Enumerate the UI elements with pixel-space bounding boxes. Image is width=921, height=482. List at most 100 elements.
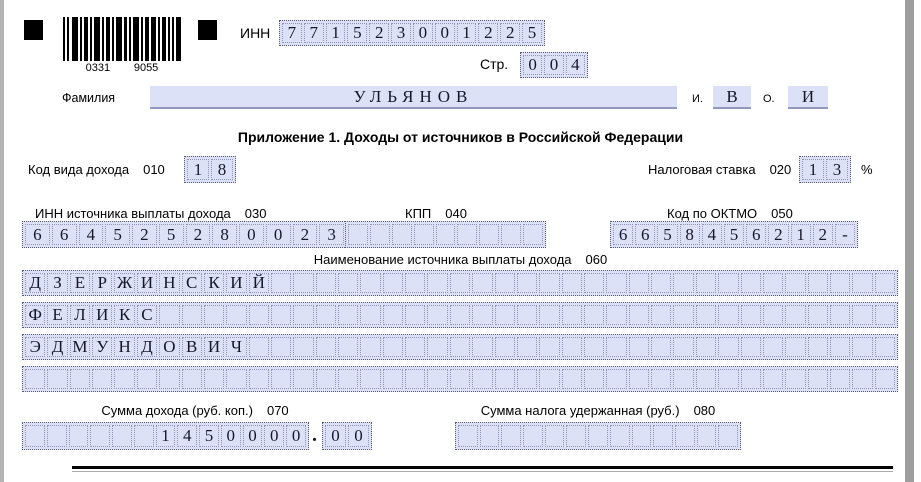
char-cell — [696, 425, 717, 447]
char-cell — [583, 273, 605, 293]
char-cell — [427, 305, 448, 325]
char-cell: 6 — [51, 224, 77, 245]
char-cell — [609, 425, 630, 447]
char-cell: 5 — [657, 224, 678, 245]
char-cell — [458, 425, 478, 447]
kpp-label: КПП 040 — [405, 206, 467, 221]
income-amount-code: 070 — [266, 403, 289, 418]
char-cell — [561, 273, 582, 293]
char-cell — [382, 273, 404, 293]
char-cell — [270, 273, 292, 293]
bottom-divider — [72, 466, 893, 469]
char-cell: С — [181, 273, 202, 293]
char-cell — [405, 369, 426, 389]
char-cell — [46, 425, 67, 447]
char-cell — [494, 369, 515, 389]
char-cell — [360, 273, 381, 293]
char-cell — [829, 337, 851, 357]
char-cell: 4 — [565, 55, 585, 75]
char-cell: 0 — [242, 425, 263, 447]
char-cell — [740, 337, 761, 357]
char-cell — [807, 337, 828, 357]
char-cell — [427, 369, 448, 389]
char-cell: О — [159, 337, 180, 357]
char-cell — [449, 273, 471, 293]
char-cell — [583, 337, 605, 357]
char-cell: 6 — [613, 224, 634, 245]
char-cell: И — [203, 337, 225, 357]
char-cell: Е — [47, 305, 68, 325]
char-cell — [651, 337, 672, 357]
char-cell — [248, 337, 269, 357]
income-type-code: 010 — [143, 162, 165, 177]
char-cell — [181, 305, 202, 325]
char-cell — [226, 369, 247, 389]
char-cell: 3 — [319, 224, 344, 245]
oktmo-code: 050 — [771, 206, 793, 221]
tax-withheld-code: 080 — [693, 403, 716, 418]
barcode-digits: 0331 9055 — [62, 62, 182, 74]
char-cell — [762, 305, 784, 325]
char-cell: 1 — [456, 23, 477, 43]
char-cell — [785, 273, 806, 293]
char-cell — [718, 273, 739, 293]
char-cell: 0 — [325, 425, 346, 447]
char-cell — [785, 369, 806, 389]
char-cell: С — [136, 305, 158, 325]
char-cell: Э — [25, 337, 46, 357]
char-cell: 3 — [826, 159, 848, 180]
char-cell — [382, 369, 404, 389]
char-cell — [360, 337, 381, 357]
char-cell — [338, 305, 359, 325]
char-cell — [762, 273, 784, 293]
char-cell — [270, 305, 292, 325]
char-cell — [293, 369, 314, 389]
char-cell — [695, 337, 717, 357]
char-cell — [628, 305, 650, 325]
surname-field[interactable]: УЛЬЯНОВ — [150, 86, 677, 109]
char-cell — [112, 425, 132, 447]
char-cell: 0 — [544, 55, 564, 75]
char-cell — [695, 369, 717, 389]
char-cell: З — [47, 273, 68, 293]
char-cell: 5 — [522, 23, 542, 43]
char-cell — [25, 425, 45, 447]
char-cell — [852, 369, 873, 389]
source-name-row-4[interactable] — [22, 366, 898, 392]
page-number-label: Стр. — [480, 56, 509, 72]
char-cell — [539, 369, 560, 389]
char-cell — [360, 305, 381, 325]
char-cell — [606, 273, 627, 293]
char-cell: 5 — [105, 224, 130, 245]
char-cell — [457, 224, 478, 245]
char-cell: 1 — [155, 425, 176, 447]
kpp-field[interactable] — [345, 221, 546, 248]
char-cell: 8 — [211, 159, 233, 180]
registration-mark-left — [24, 20, 43, 40]
char-cell: Д — [25, 273, 46, 293]
middle-initial-field[interactable]: И — [788, 86, 828, 109]
char-cell — [695, 305, 717, 325]
char-cell — [628, 273, 650, 293]
char-cell — [583, 369, 605, 389]
char-cell — [718, 305, 739, 325]
tax-withheld-field[interactable] — [455, 422, 741, 450]
source-name-code: 060 — [585, 252, 608, 267]
char-cell — [718, 337, 739, 357]
first-initial-field[interactable]: В — [713, 86, 751, 109]
char-cell: Д — [47, 337, 68, 357]
char-cell: И — [226, 273, 247, 293]
char-cell — [874, 337, 896, 357]
